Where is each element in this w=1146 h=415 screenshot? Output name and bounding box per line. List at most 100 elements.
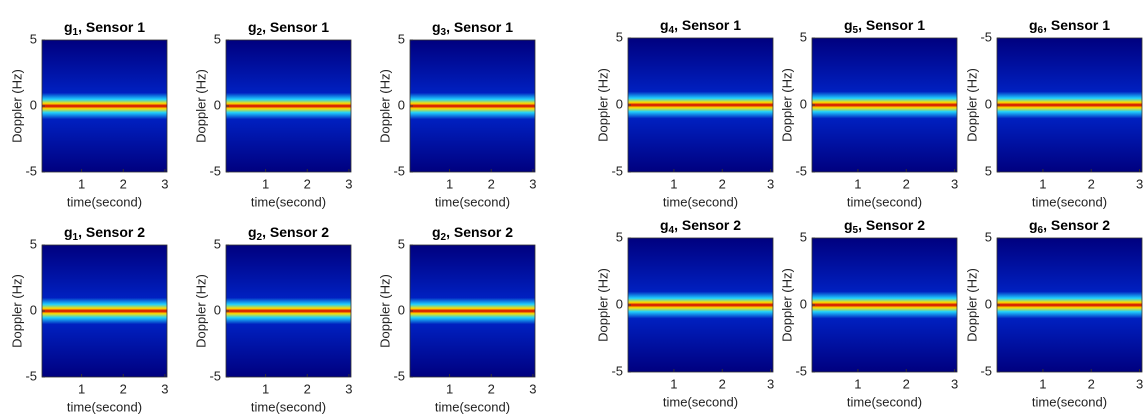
title-base: g	[64, 224, 73, 240]
title-base: g	[844, 17, 853, 33]
x-axis-label: time(second)	[435, 194, 510, 209]
y-axis-label: Doppler (Hz)	[779, 68, 794, 142]
y-tick-label: -5	[209, 163, 221, 178]
x-tick-label: 3	[1136, 376, 1143, 391]
x-tick-label: 1	[854, 176, 861, 191]
y-axis-label: Doppler (Hz)	[595, 268, 610, 342]
y-tick-label: 5	[800, 229, 807, 244]
y-tick-label: 0	[985, 296, 992, 311]
y-tick-label: -5	[980, 363, 992, 378]
chart-title: g2, Sensor 1	[248, 19, 329, 38]
x-tick-label: 2	[719, 376, 726, 391]
x-tick-label: 3	[529, 381, 536, 396]
chart-title: g3, Sensor 1	[432, 19, 513, 38]
title-base: g	[1029, 17, 1038, 33]
x-tick-label: 1	[446, 381, 453, 396]
y-tick-label: -5	[25, 163, 37, 178]
spectrogram	[42, 40, 167, 172]
y-tick-label: 5	[398, 31, 405, 46]
title-base: g	[660, 217, 669, 233]
x-tick-label: 2	[903, 176, 910, 191]
y-tick-label: -5	[611, 363, 623, 378]
x-tick-label: 1	[446, 176, 453, 191]
title-rest: , Sensor 2	[78, 224, 145, 240]
y-tick-label: 5	[30, 31, 37, 46]
title-rest: , Sensor 1	[674, 17, 741, 33]
title-base: g	[660, 17, 669, 33]
title-base: g	[844, 217, 853, 233]
x-axis-label: time(second)	[251, 399, 326, 414]
x-axis-label: time(second)	[847, 394, 922, 409]
x-tick-label: 2	[304, 381, 311, 396]
x-axis-label: time(second)	[251, 194, 326, 209]
x-axis-label: time(second)	[67, 399, 142, 414]
y-tick-label: 0	[214, 97, 221, 112]
x-axis-label: time(second)	[663, 194, 738, 209]
title-base: g	[248, 19, 257, 35]
title-rest: , Sensor 1	[1043, 17, 1110, 33]
chart-title: g5, Sensor 2	[844, 217, 925, 236]
spectrogram	[812, 238, 957, 372]
y-tick-label: -5	[611, 163, 623, 178]
title-base: g	[64, 19, 73, 35]
y-tick-label: 5	[616, 229, 623, 244]
spectrogram	[628, 38, 773, 172]
x-tick-label: 3	[767, 376, 774, 391]
x-tick-label: 3	[345, 176, 352, 191]
spectrogram	[42, 245, 167, 377]
x-tick-label: 2	[304, 176, 311, 191]
title-rest: , Sensor 1	[78, 19, 145, 35]
chart-title: g2, Sensor 2	[432, 224, 513, 243]
x-tick-label: 1	[670, 376, 677, 391]
y-tick-label: 0	[616, 296, 623, 311]
chart-title: g6, Sensor 1	[1029, 17, 1110, 36]
y-axis-label: Doppler (Hz)	[964, 268, 979, 342]
chart-title: g1, Sensor 2	[64, 224, 145, 243]
y-tick-label: 0	[398, 97, 405, 112]
x-axis-label: time(second)	[1032, 194, 1107, 209]
y-tick-label: 5	[30, 236, 37, 251]
x-tick-label: 3	[161, 381, 168, 396]
x-axis-label: time(second)	[1032, 394, 1107, 409]
spectrogram	[410, 245, 535, 377]
y-axis-label: Doppler (Hz)	[779, 268, 794, 342]
figure: 123-505time(second)Doppler (Hz)g1, Senso…	[0, 0, 1146, 415]
chart-title: g4, Sensor 2	[660, 217, 741, 236]
x-tick-label: 3	[767, 176, 774, 191]
title-base: g	[248, 224, 257, 240]
x-tick-label: 1	[670, 176, 677, 191]
y-tick-label: -5	[980, 29, 992, 44]
spectrogram	[628, 238, 773, 372]
y-tick-label: 5	[800, 29, 807, 44]
spectrogram	[812, 38, 957, 172]
x-axis-label: time(second)	[663, 394, 738, 409]
title-rest: , Sensor 2	[674, 217, 741, 233]
y-tick-label: -5	[795, 363, 807, 378]
spectrogram	[410, 40, 535, 172]
y-tick-label: 0	[398, 302, 405, 317]
spectrogram	[226, 245, 351, 377]
x-tick-label: 2	[1088, 176, 1095, 191]
x-tick-label: 1	[262, 176, 269, 191]
x-tick-label: 3	[345, 381, 352, 396]
x-tick-label: 1	[262, 381, 269, 396]
x-tick-label: 1	[1039, 176, 1046, 191]
x-tick-label: 1	[78, 381, 85, 396]
y-tick-label: 0	[800, 96, 807, 111]
title-base: g	[432, 19, 441, 35]
y-tick-label: -5	[393, 163, 405, 178]
y-tick-label: 0	[985, 96, 992, 111]
y-tick-label: 0	[800, 296, 807, 311]
spectrogram	[997, 38, 1142, 172]
x-tick-label: 3	[529, 176, 536, 191]
y-tick-label: -5	[795, 163, 807, 178]
x-tick-label: 2	[903, 376, 910, 391]
title-rest: , Sensor 2	[1043, 217, 1110, 233]
y-tick-label: 0	[30, 97, 37, 112]
x-axis-label: time(second)	[67, 194, 142, 209]
x-tick-label: 2	[719, 176, 726, 191]
spectrogram	[226, 40, 351, 172]
chart-title: g2, Sensor 2	[248, 224, 329, 243]
x-tick-label: 2	[120, 176, 127, 191]
x-tick-label: 3	[951, 176, 958, 191]
